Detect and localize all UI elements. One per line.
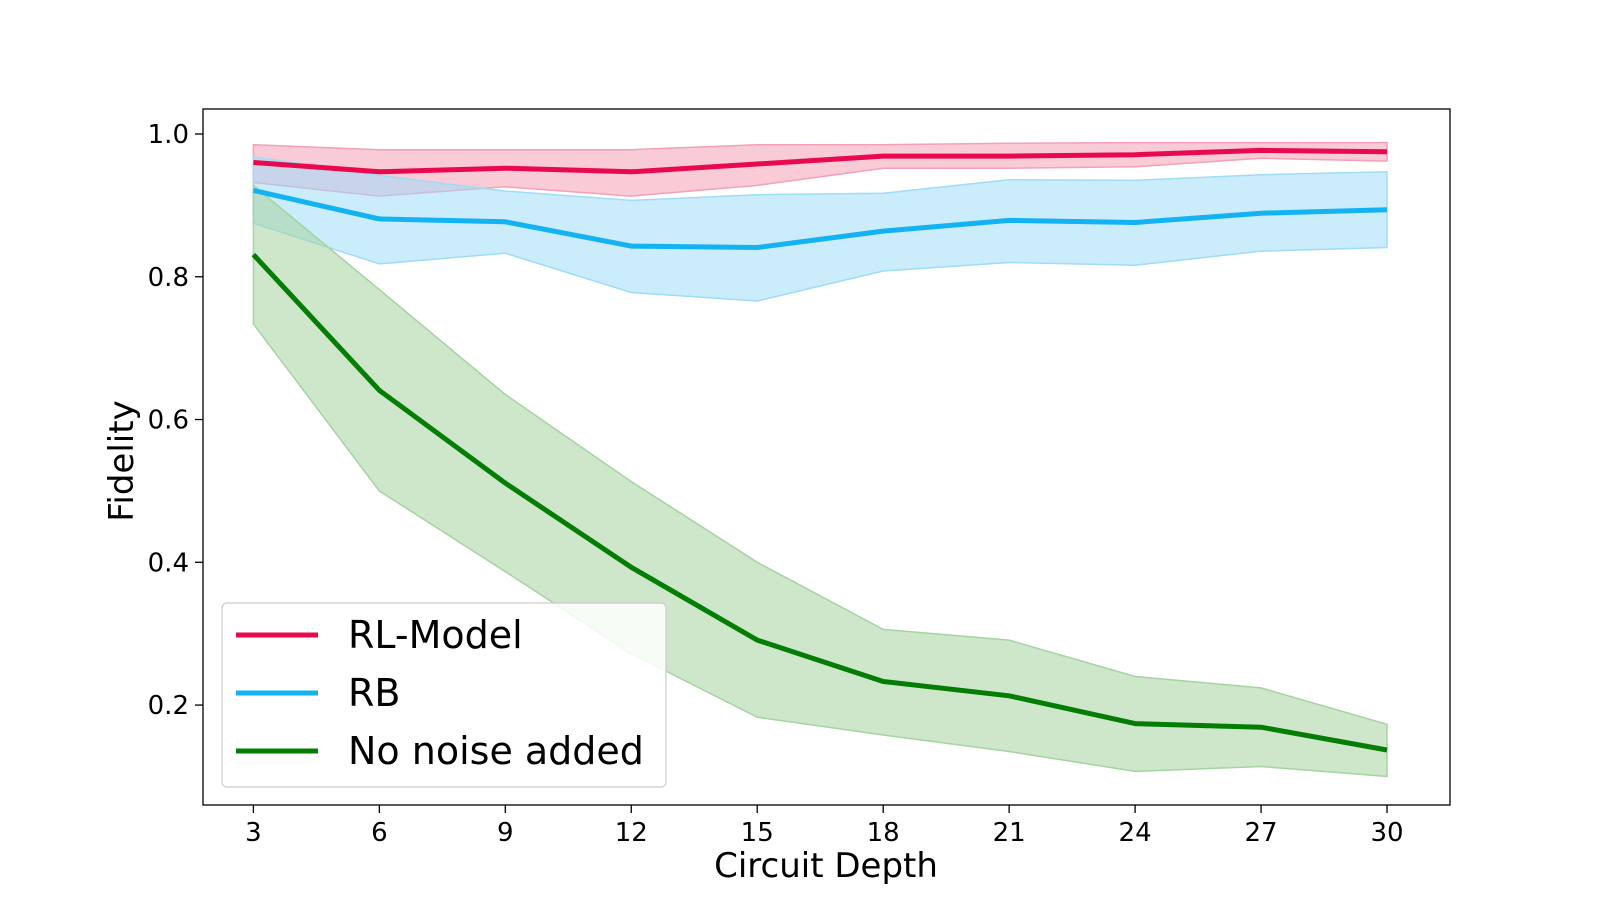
- x-tick-label: 6: [371, 818, 388, 848]
- y-tick-label: 0.2: [148, 691, 189, 721]
- y-tick-label: 1.0: [148, 120, 189, 150]
- x-axis-ticks: 3 6 9 12 15 18 21 24 27 30: [245, 805, 1404, 848]
- y-tick-label: 0.4: [148, 548, 189, 578]
- x-tick-label: 18: [867, 818, 900, 848]
- legend-items: RL-Model RB No noise added: [236, 613, 644, 773]
- rb-band: [252, 155, 1388, 302]
- no-noise-added-line: [251, 252, 1388, 753]
- rb-line: [252, 187, 1388, 250]
- legend-label-rl-model: RL-Model: [348, 613, 523, 657]
- y-tick-label: 0.6: [148, 406, 189, 436]
- legend-label-rb: RB: [348, 671, 400, 715]
- rl-model-line: [253, 147, 1388, 175]
- y-axis-ticks: 0.2 0.4 0.6 0.8 1.0: [148, 120, 203, 721]
- y-tick-label: 0.8: [148, 263, 189, 293]
- x-tick-label: 15: [741, 818, 774, 848]
- x-tick-label: 9: [497, 818, 514, 848]
- legend: RL-Model RB No noise added: [221, 602, 667, 788]
- x-axis-label: Circuit Depth: [714, 846, 938, 886]
- x-tick-label: 24: [1119, 818, 1152, 848]
- x-tick-label: 3: [245, 818, 262, 848]
- plot-area-frame: [202, 108, 1451, 806]
- x-tick-label: 12: [615, 818, 648, 848]
- x-tick-label: 27: [1245, 818, 1278, 848]
- legend-box: [221, 602, 667, 788]
- series-lines: [251, 147, 1388, 753]
- legend-label-no-noise-added: No noise added: [348, 729, 644, 773]
- y-axis-label: Fidelity: [102, 400, 142, 521]
- x-tick-label: 21: [993, 818, 1026, 848]
- x-tick-label: 30: [1370, 818, 1403, 848]
